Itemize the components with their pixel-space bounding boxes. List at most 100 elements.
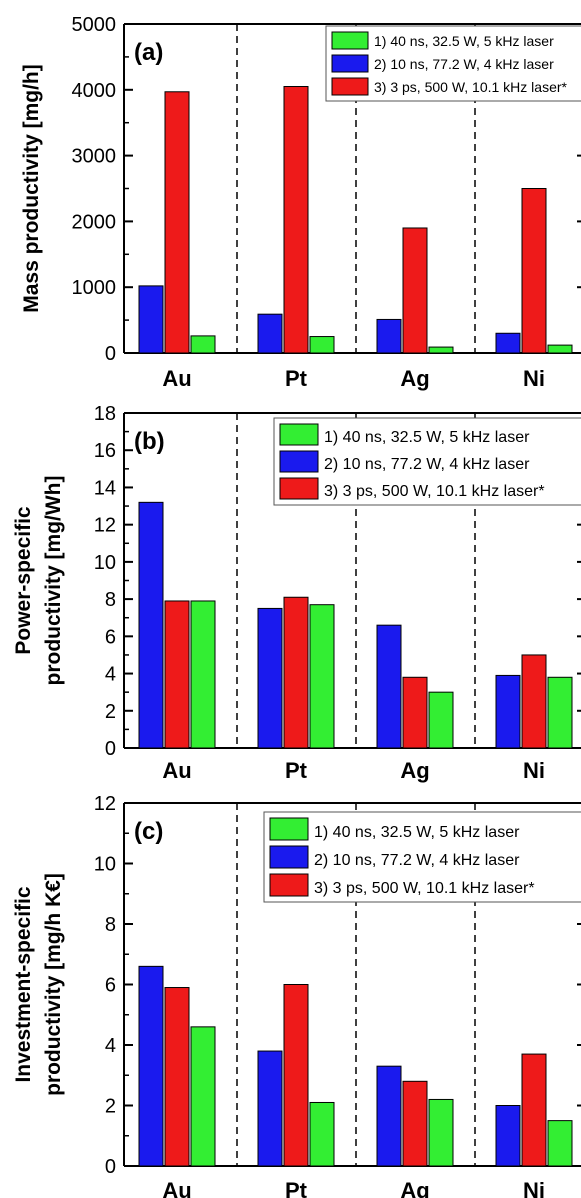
y-tick-label: 5000: [72, 14, 117, 36]
x-category-label: Au: [162, 1178, 191, 1198]
legend-entry-1: 1) 40 ns, 32.5 W, 5 kHz laser: [374, 33, 554, 49]
y-tick-label: 6: [105, 975, 116, 997]
chart-panel-3: 0 2 4 6 8 10 12 Au Pt Ag Ni (c) Investment-specific p…: [12, 793, 581, 1198]
bar-pt-series-2: [257, 1050, 283, 1167]
x-category-label: Ag: [400, 366, 429, 391]
bar-au-series-2: [138, 965, 164, 1167]
legend-swatch-2: [279, 450, 319, 473]
bar-au-series-2: [138, 501, 164, 749]
x-category-label: Ni: [523, 366, 545, 391]
y-tick-label: 16: [94, 440, 116, 462]
y-tick-label: 0: [105, 1156, 116, 1178]
bar-pt-series-3: [283, 984, 309, 1167]
x-category-label: Pt: [285, 758, 308, 783]
legend: 1) 40 ns, 32.5 W, 5 kHz laser 2) 10 ns, 7…: [325, 25, 581, 102]
legend-entry-2: 2) 10 ns, 77.2 W, 4 kHz laser: [374, 56, 554, 72]
y-tick-label: 18: [94, 403, 116, 425]
bar-au-series-2: [138, 285, 164, 354]
x-category-label: Pt: [285, 1178, 308, 1198]
chart-panel-1: 0 1000 2000 3000 4000 5000 Au Pt Ag Ni (a) Mass pro…: [20, 14, 581, 391]
y-tick-label: 6: [105, 626, 116, 648]
bar-ag-series-3: [402, 227, 428, 354]
bar-pt-series-1: [309, 604, 335, 749]
panel-label: (b): [134, 428, 165, 455]
bar-ag-series-1: [428, 691, 454, 749]
y-tick-label: 3000: [72, 146, 117, 168]
bar-ni-series-1: [547, 344, 573, 354]
bar-ag-series-1: [428, 346, 454, 354]
y-axis-label: Mass productivity [mg/h]: [20, 64, 43, 313]
panel-label: (a): [134, 39, 163, 66]
legend-swatch-3: [279, 477, 319, 500]
y-tick-label: 10: [94, 552, 116, 574]
bar-ag-series-3: [402, 676, 428, 749]
legend-entry-3: 3) 3 ps, 500 W, 10.1 kHz laser*: [314, 880, 535, 897]
bar-ni-series-3: [521, 188, 547, 354]
legend-swatch-2: [331, 54, 369, 73]
y-tick-label: 4: [105, 664, 116, 686]
bar-pt-series-2: [257, 313, 283, 354]
bar-ni-series-1: [547, 1120, 573, 1167]
bar-ag-series-3: [402, 1080, 428, 1167]
legend-entry-3: 3) 3 ps, 500 W, 10.1 kHz laser*: [374, 79, 568, 95]
legend-entry-1: 1) 40 ns, 32.5 W, 5 kHz laser: [314, 824, 520, 841]
bar-ni-series-3: [521, 654, 547, 749]
y-tick-label: 2: [105, 701, 116, 723]
bar-au-series-3: [164, 987, 190, 1167]
bar-pt-series-1: [309, 1101, 335, 1167]
y-tick-label: 10: [94, 854, 116, 876]
legend-entry-2: 2) 10 ns, 77.2 W, 4 kHz laser: [324, 456, 530, 473]
bar-ag-series-2: [376, 318, 402, 354]
y-tick-label: 0: [105, 343, 116, 365]
y-tick-label: 1000: [72, 277, 117, 299]
y-tick-label: 0: [105, 738, 116, 760]
x-category-label: Ag: [400, 1178, 429, 1198]
bar-ni-series-1: [547, 676, 573, 749]
bar-au-series-1: [190, 335, 216, 354]
y-tick-label: 8: [105, 589, 116, 611]
bar-ag-series-2: [376, 624, 402, 749]
bar-ni-series-2: [495, 1105, 521, 1167]
legend-swatch-3: [269, 873, 309, 897]
y-tick-label: 2: [105, 1096, 116, 1118]
y-tick-label: 4: [105, 1035, 116, 1057]
y-tick-label: 12: [94, 515, 116, 537]
x-category-label: Ni: [523, 1178, 545, 1198]
bar-ni-series-3: [521, 1053, 547, 1167]
legend: 1) 40 ns, 32.5 W, 5 kHz laser 2) 10 ns, 7…: [273, 417, 581, 506]
y-tick-label: 8: [105, 914, 116, 936]
legend-entry-2: 2) 10 ns, 77.2 W, 4 kHz laser: [314, 852, 520, 869]
legend-swatch-1: [331, 31, 369, 50]
bar-au-series-1: [190, 1026, 216, 1167]
bar-au-series-1: [190, 600, 216, 749]
bar-pt-series-1: [309, 336, 335, 354]
x-category-label: Au: [162, 758, 191, 783]
bar-pt-series-2: [257, 607, 283, 749]
bar-pt-series-3: [283, 596, 309, 749]
x-category-label: Ag: [400, 758, 429, 783]
legend-swatch-2: [269, 845, 309, 869]
legend-box: [273, 417, 581, 506]
legend-entry-3: 3) 3 ps, 500 W, 10.1 kHz laser*: [324, 483, 545, 500]
y-axis-label: Investment-specific productivity [mg/h K€…: [12, 873, 65, 1096]
bar-au-series-3: [164, 91, 190, 354]
y-tick-label: 14: [94, 477, 116, 499]
chart-panel-2: 0 2 4 6 8 10 12 14 16 18 Au Pt Ag Ni (b) Power-specific…: [12, 403, 581, 783]
bar-ag-series-2: [376, 1065, 402, 1167]
bar-pt-series-3: [283, 86, 309, 354]
panel-label: (c): [134, 818, 163, 845]
y-tick-label: 4000: [72, 80, 117, 102]
x-category-label: Ni: [523, 758, 545, 783]
y-axis-label: Power-specific productivity [mg/Wh]: [12, 476, 65, 686]
legend: 1) 40 ns, 32.5 W, 5 kHz laser 2) 10 ns, 7…: [263, 811, 581, 903]
legend-swatch-3: [331, 77, 369, 96]
bar-ni-series-2: [495, 332, 521, 354]
y-tick-label: 12: [94, 793, 116, 815]
legend-entry-1: 1) 40 ns, 32.5 W, 5 kHz laser: [324, 429, 530, 446]
x-category-label: Pt: [285, 366, 308, 391]
legend-swatch-1: [279, 423, 319, 446]
x-category-label: Au: [162, 366, 191, 391]
bar-au-series-3: [164, 600, 190, 749]
y-tick-label: 2000: [72, 211, 117, 233]
